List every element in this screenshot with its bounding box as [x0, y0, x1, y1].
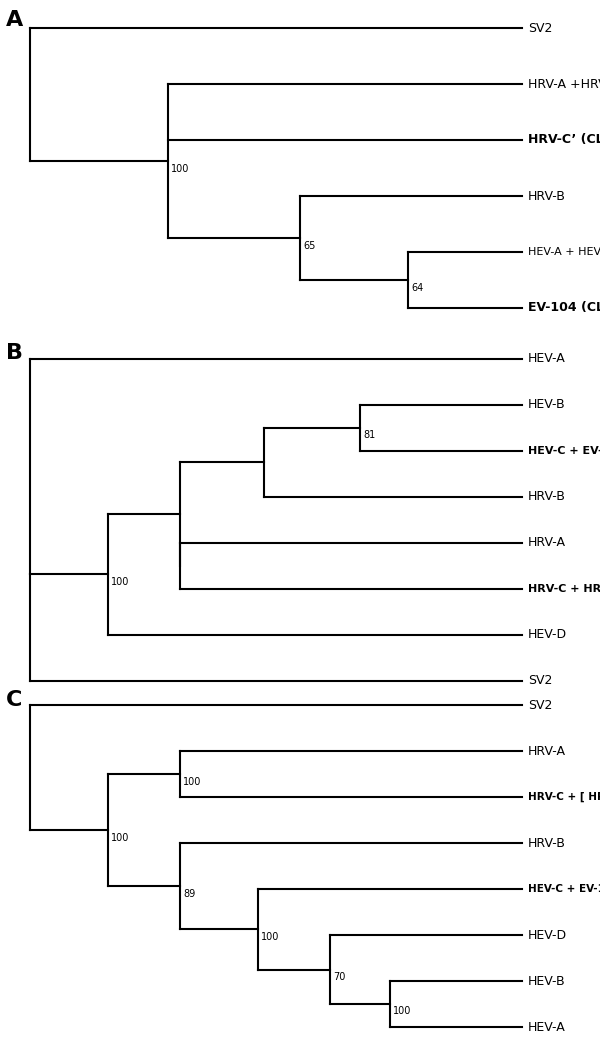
- Text: HEV-A: HEV-A: [528, 353, 566, 365]
- Text: EV-104 (CL-1231094): EV-104 (CL-1231094): [528, 301, 600, 315]
- Text: 65: 65: [303, 240, 316, 251]
- Text: SV2: SV2: [528, 674, 553, 687]
- Text: 100: 100: [171, 164, 190, 174]
- Text: 81: 81: [363, 430, 375, 440]
- Text: 70: 70: [333, 972, 346, 982]
- Text: 89: 89: [183, 888, 195, 899]
- Text: HRV-C + [ HRV-C’ (CL-Fnp5) ]: HRV-C + [ HRV-C’ (CL-Fnp5) ]: [528, 792, 600, 802]
- Text: HRV-A: HRV-A: [528, 744, 566, 758]
- Text: A: A: [6, 10, 23, 30]
- Text: 100: 100: [393, 1006, 412, 1016]
- Text: 100: 100: [183, 777, 202, 786]
- Text: SV2: SV2: [528, 699, 553, 712]
- Text: HRV-B: HRV-B: [528, 490, 566, 503]
- Text: SV2: SV2: [528, 21, 553, 35]
- Text: HRV-B: HRV-B: [528, 837, 566, 849]
- Text: HEV-C + EV-104 (CL-1231094): HEV-C + EV-104 (CL-1231094): [528, 446, 600, 456]
- Text: HRV-B: HRV-B: [528, 189, 566, 203]
- Text: HEV-A + HEV-B + HEV-C + HEV-D: HEV-A + HEV-B + HEV-C + HEV-D: [528, 247, 600, 257]
- Text: 100: 100: [111, 833, 130, 843]
- Text: C: C: [6, 690, 22, 710]
- Text: HEV-A: HEV-A: [528, 1021, 566, 1033]
- Text: HRV-A +HRV-C: HRV-A +HRV-C: [528, 78, 600, 90]
- Text: HRV-A: HRV-A: [528, 537, 566, 549]
- Text: 64: 64: [411, 282, 423, 293]
- Text: HEV-D: HEV-D: [528, 628, 567, 642]
- Text: 100: 100: [111, 576, 130, 587]
- Text: HEV-C + EV-104 (CL-1231094): HEV-C + EV-104 (CL-1231094): [528, 884, 600, 895]
- Text: HRV-C + HRV-C’(CL-Fnp5): HRV-C + HRV-C’(CL-Fnp5): [528, 584, 600, 593]
- Text: HRV-C’ (CL-Fnp5): HRV-C’ (CL-Fnp5): [528, 133, 600, 147]
- Text: HEV-B: HEV-B: [528, 974, 566, 988]
- Text: HEV-D: HEV-D: [528, 928, 567, 942]
- Text: 100: 100: [261, 931, 280, 942]
- Text: B: B: [6, 343, 23, 363]
- Text: HEV-B: HEV-B: [528, 398, 566, 412]
